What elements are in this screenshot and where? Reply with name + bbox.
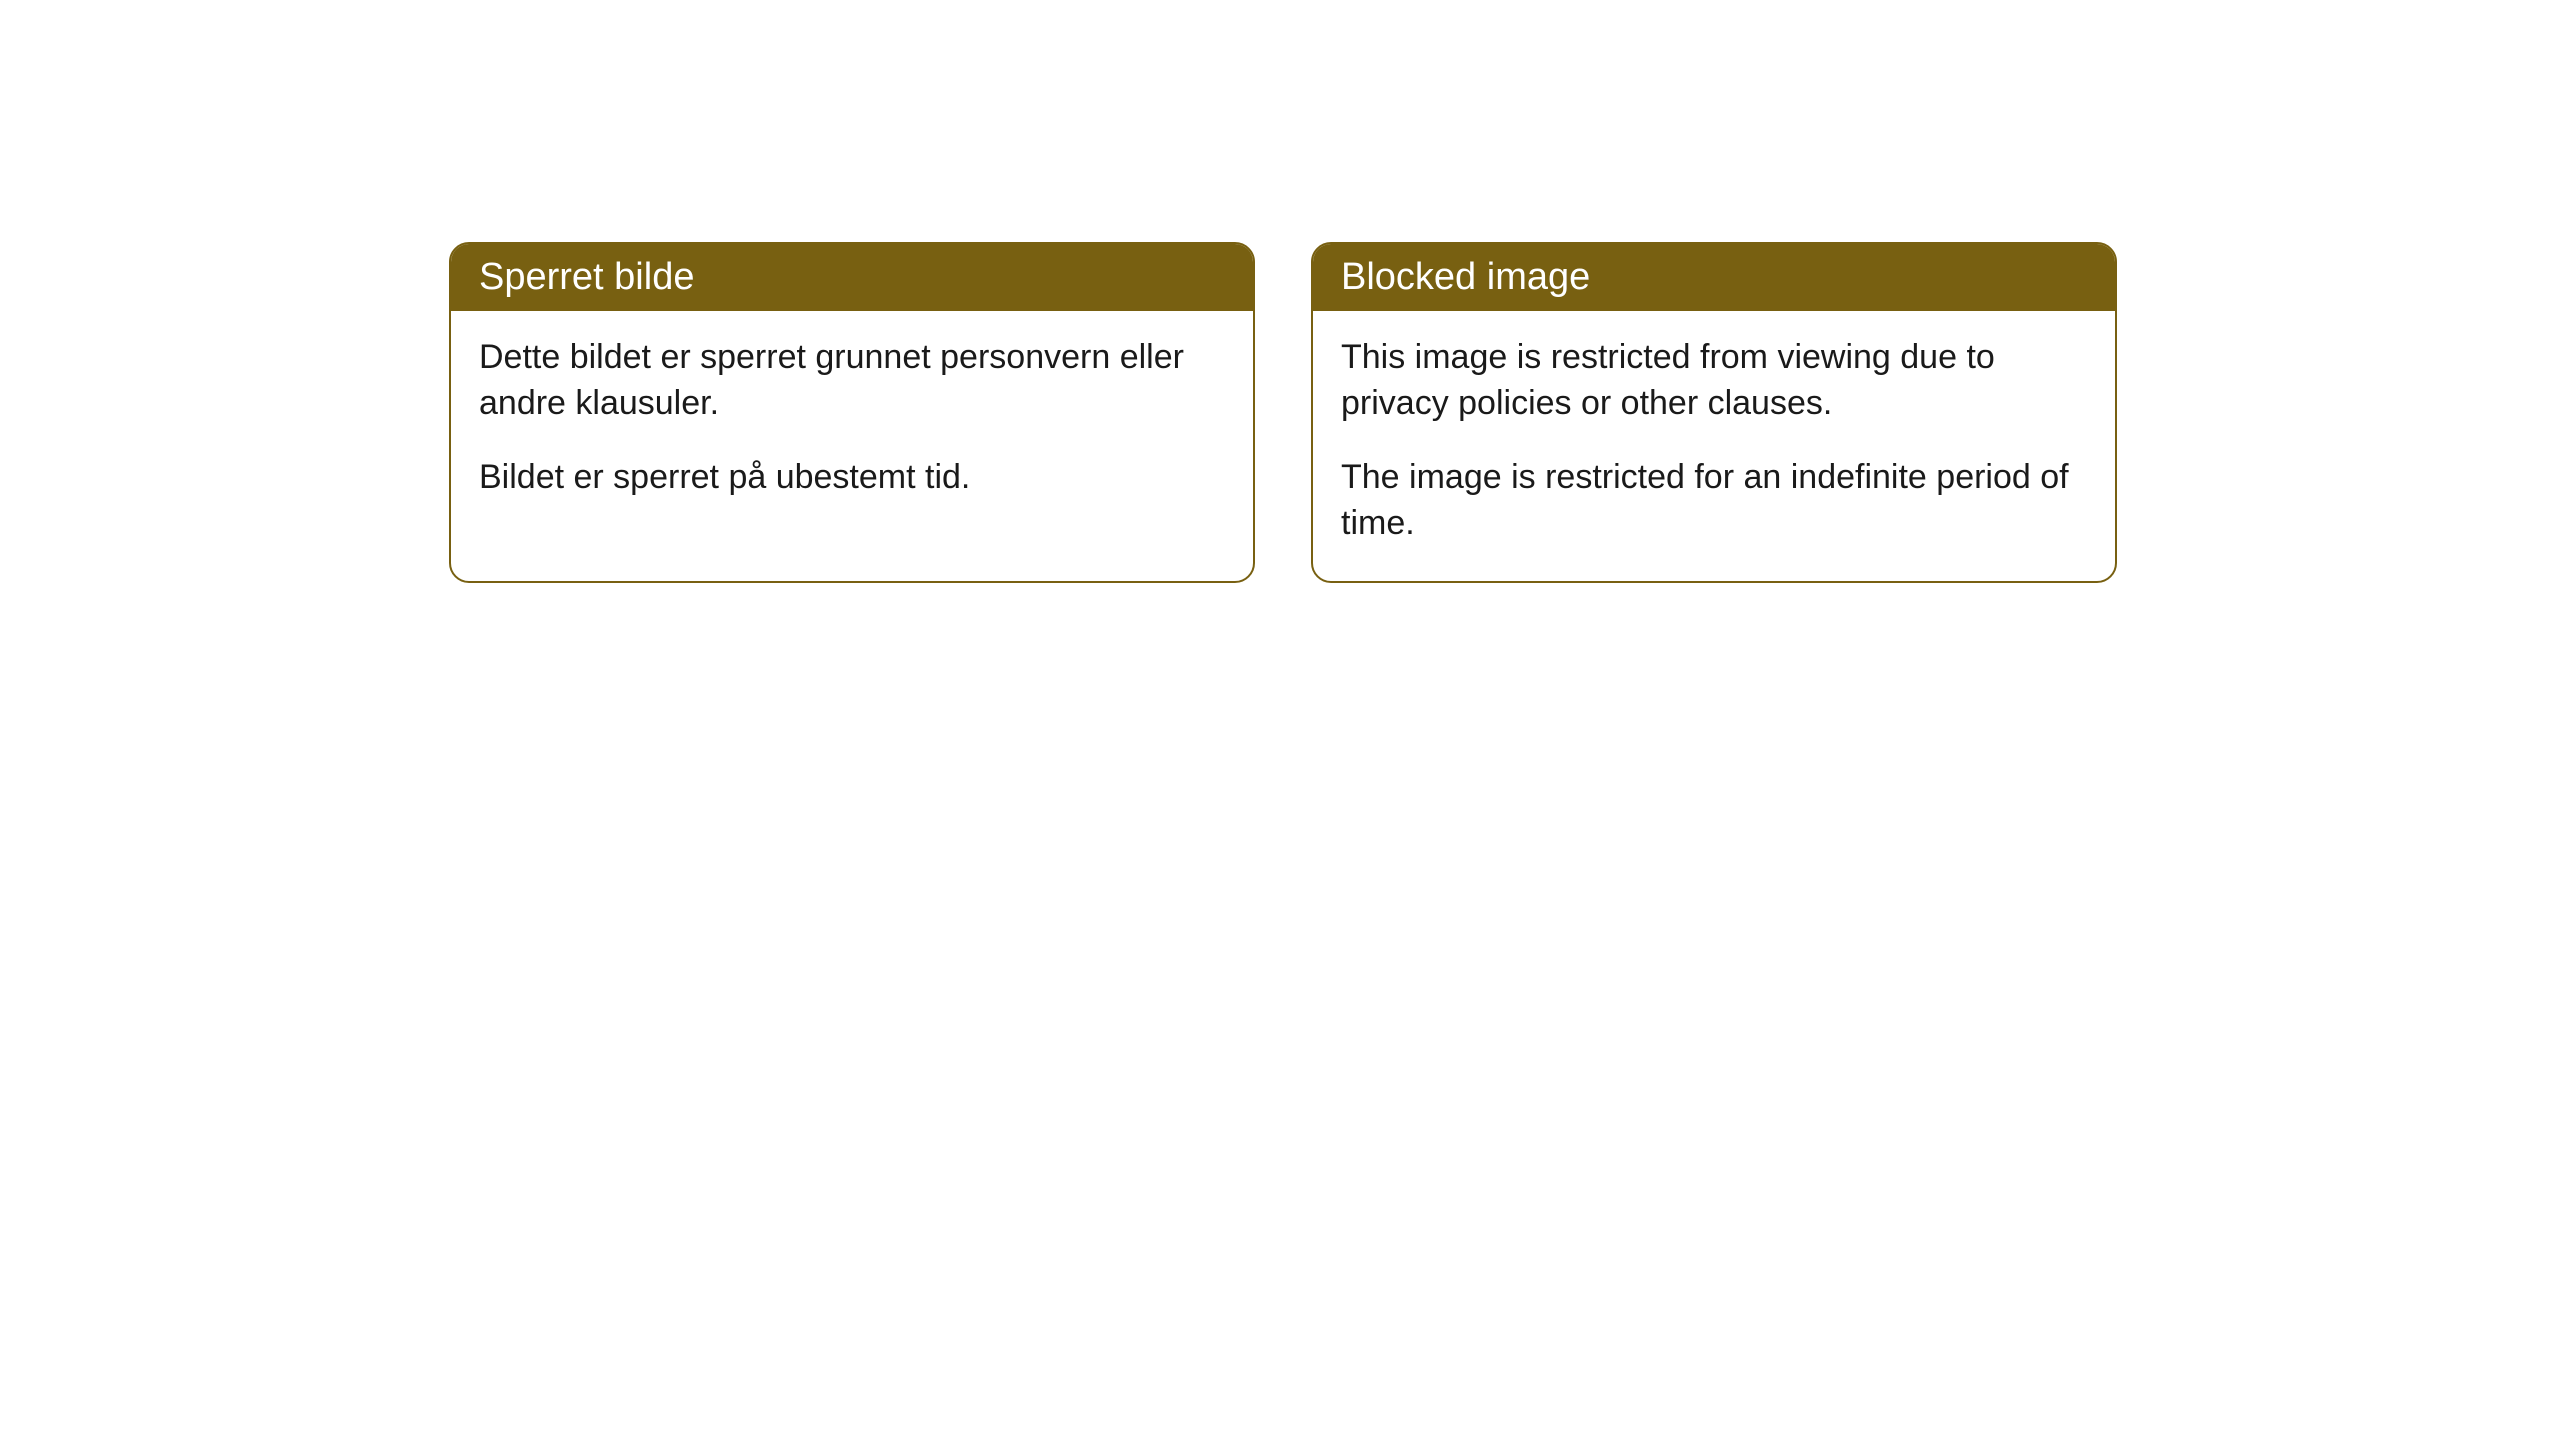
card-text-line-1: This image is restricted from viewing du… — [1341, 335, 2087, 427]
card-text-line-2: The image is restricted for an indefinit… — [1341, 455, 2087, 547]
card-text-line-1: Dette bildet er sperret grunnet personve… — [479, 335, 1225, 427]
notice-card-norwegian: Sperret bilde Dette bildet er sperret gr… — [449, 242, 1255, 583]
card-title: Blocked image — [1313, 244, 2115, 311]
notice-card-english: Blocked image This image is restricted f… — [1311, 242, 2117, 583]
card-text-line-2: Bildet er sperret på ubestemt tid. — [479, 455, 1225, 501]
card-body: Dette bildet er sperret grunnet personve… — [451, 311, 1253, 535]
card-title: Sperret bilde — [451, 244, 1253, 311]
notice-cards-container: Sperret bilde Dette bildet er sperret gr… — [449, 242, 2560, 583]
card-body: This image is restricted from viewing du… — [1313, 311, 2115, 581]
